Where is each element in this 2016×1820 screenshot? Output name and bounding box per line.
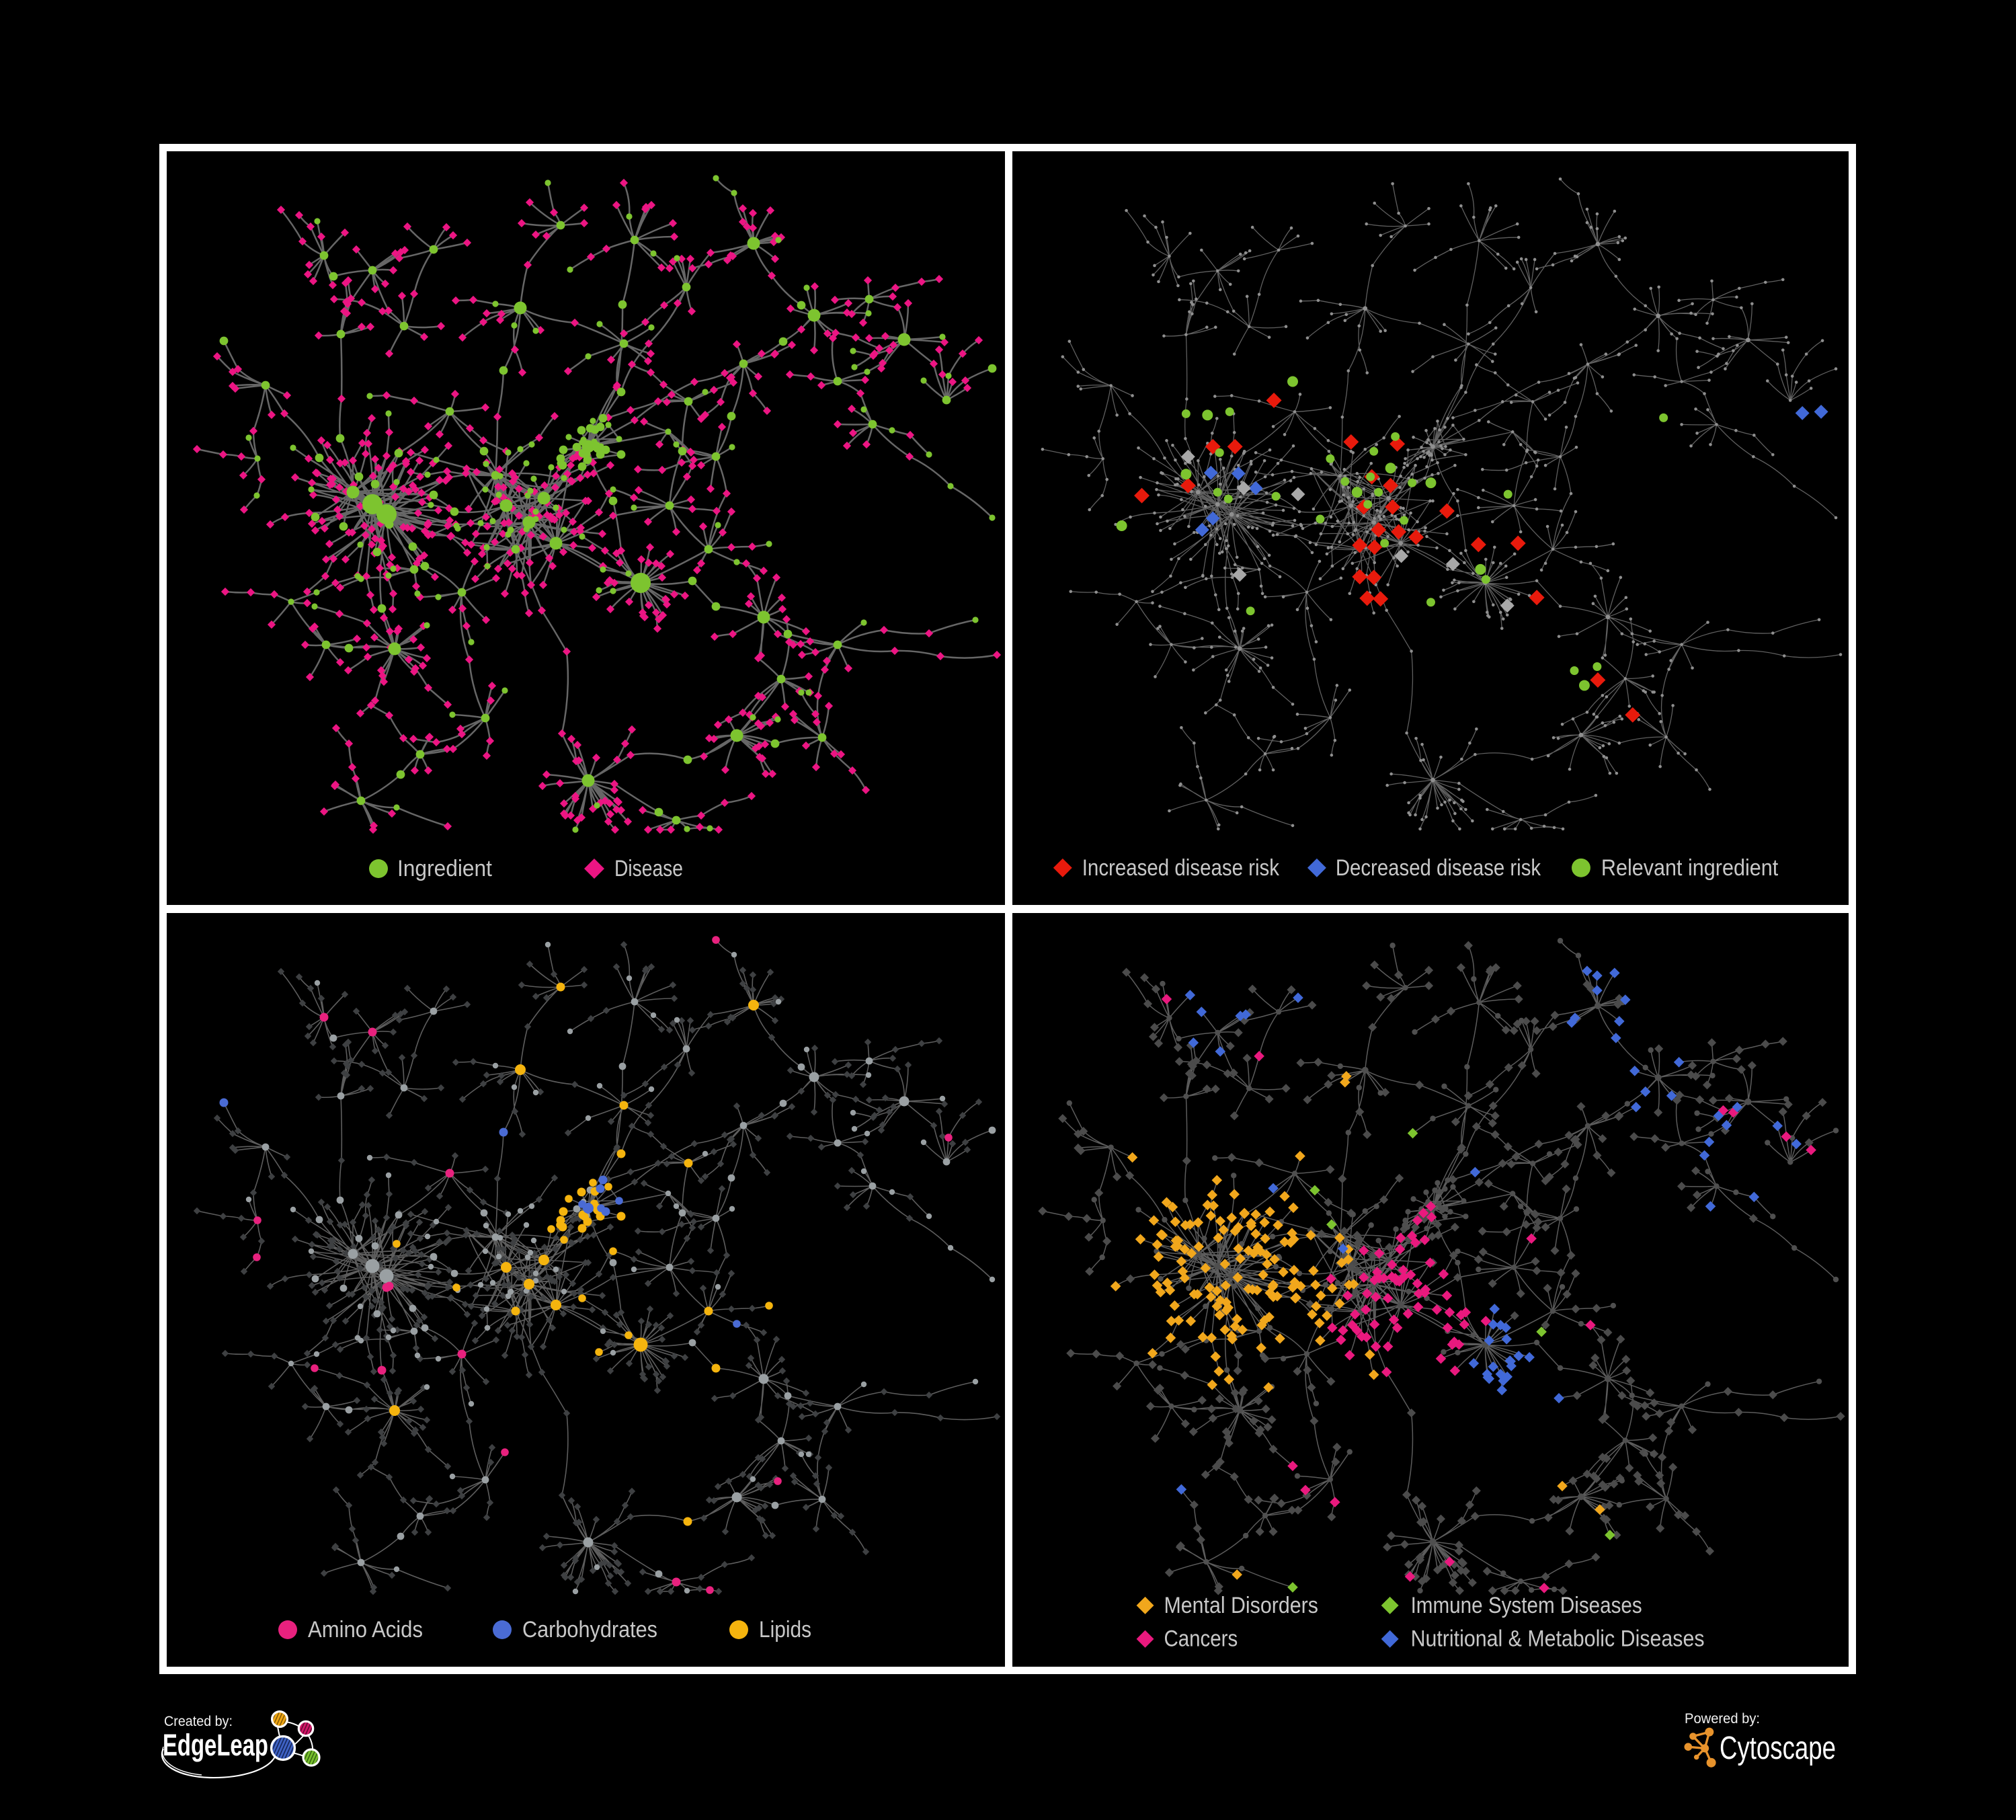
svg-text:Decreased disease risk: Decreased disease risk bbox=[1336, 855, 1541, 881]
svg-text:EdgeLeap: EdgeLeap bbox=[163, 1728, 268, 1762]
svg-text:Relevant ingredient: Relevant ingredient bbox=[1601, 855, 1779, 881]
svg-text:Disease: Disease bbox=[614, 856, 683, 881]
svg-text:Mental Disorders: Mental Disorders bbox=[1164, 1593, 1318, 1618]
svg-text:Powered by:: Powered by: bbox=[1685, 1711, 1760, 1727]
svg-text:Lipids: Lipids bbox=[759, 1617, 811, 1643]
svg-text:Ingredient: Ingredient bbox=[397, 856, 493, 881]
svg-text:Immune System Diseases: Immune System Diseases bbox=[1411, 1593, 1642, 1618]
svg-text:Increased disease risk: Increased disease risk bbox=[1082, 855, 1279, 881]
svg-text:Nutritional & Metabolic Diseas: Nutritional & Metabolic Diseases bbox=[1411, 1626, 1705, 1652]
svg-text:Cancers: Cancers bbox=[1164, 1626, 1238, 1652]
svg-text:Created by:: Created by: bbox=[164, 1714, 233, 1729]
svg-text:Cytoscape: Cytoscape bbox=[1720, 1731, 1836, 1766]
svg-text:Carbohydrates: Carbohydrates bbox=[522, 1617, 657, 1643]
svg-text:Amino Acids: Amino Acids bbox=[308, 1617, 423, 1643]
